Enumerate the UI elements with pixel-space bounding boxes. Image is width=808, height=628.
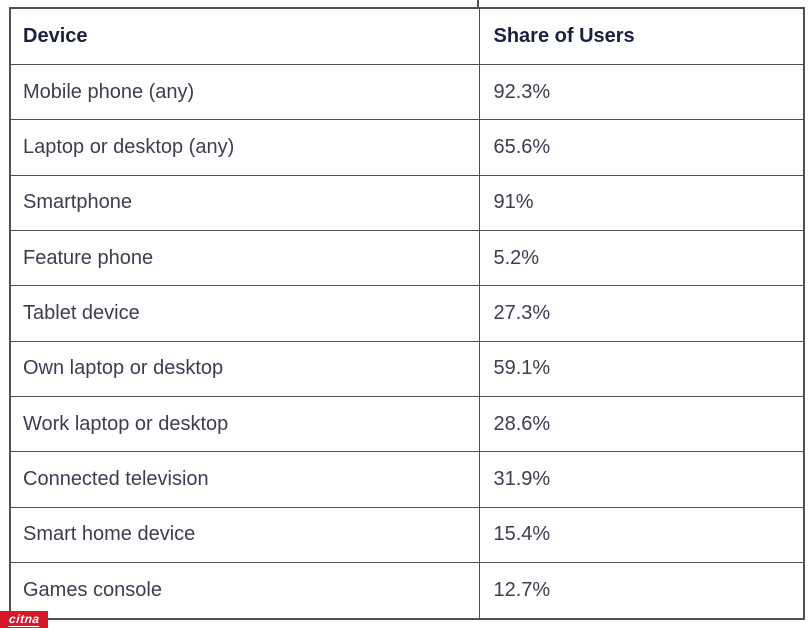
table-row: Feature phone 5.2% — [9, 229, 805, 287]
table-row: Mobile phone (any) 92.3% — [9, 63, 805, 121]
device-cell: Connected television — [9, 451, 480, 508]
citna-logo-text: citna — [7, 611, 41, 627]
device-cell: Laptop or desktop (any) — [9, 119, 480, 176]
device-share-table: Device Share of Users Mobile phone (any)… — [9, 7, 805, 620]
share-cell: 31.9% — [478, 451, 805, 508]
device-cell: Mobile phone (any) — [9, 63, 480, 121]
device-cell: Work laptop or desktop — [9, 395, 480, 453]
table-row: Connected television 31.9% — [9, 451, 805, 508]
device-cell: Games console — [9, 561, 480, 620]
device-cell: Smart home device — [9, 506, 480, 563]
share-cell: 5.2% — [478, 229, 805, 287]
table-row: Smart home device 15.4% — [9, 506, 805, 563]
header-row: Device Share of Users — [9, 7, 805, 65]
column-header-device: Device — [9, 7, 480, 65]
share-cell: 28.6% — [478, 395, 805, 453]
share-cell: 65.6% — [478, 119, 805, 176]
table-row: Tablet device 27.3% — [9, 285, 805, 342]
share-cell: 12.7% — [478, 561, 805, 620]
device-share-table-container: Device Share of Users Mobile phone (any)… — [9, 7, 805, 620]
table-row: Laptop or desktop (any) 65.6% — [9, 119, 805, 176]
share-cell: 91% — [478, 174, 805, 231]
citna-logo: citna — [0, 611, 48, 628]
table-row: Work laptop or desktop 28.6% — [9, 395, 805, 453]
share-cell: 92.3% — [478, 63, 805, 121]
device-cell: Own laptop or desktop — [9, 340, 480, 397]
table-row: Games console 12.7% — [9, 561, 805, 620]
share-cell: 15.4% — [478, 506, 805, 563]
column-header-share: Share of Users — [478, 7, 805, 65]
share-cell: 59.1% — [478, 340, 805, 397]
device-cell: Feature phone — [9, 229, 480, 287]
cropped-divider-tick — [477, 0, 479, 8]
device-cell: Smartphone — [9, 174, 480, 231]
table-row: Own laptop or desktop 59.1% — [9, 340, 805, 397]
table-row: Smartphone 91% — [9, 174, 805, 231]
device-cell: Tablet device — [9, 285, 480, 342]
share-cell: 27.3% — [478, 285, 805, 342]
